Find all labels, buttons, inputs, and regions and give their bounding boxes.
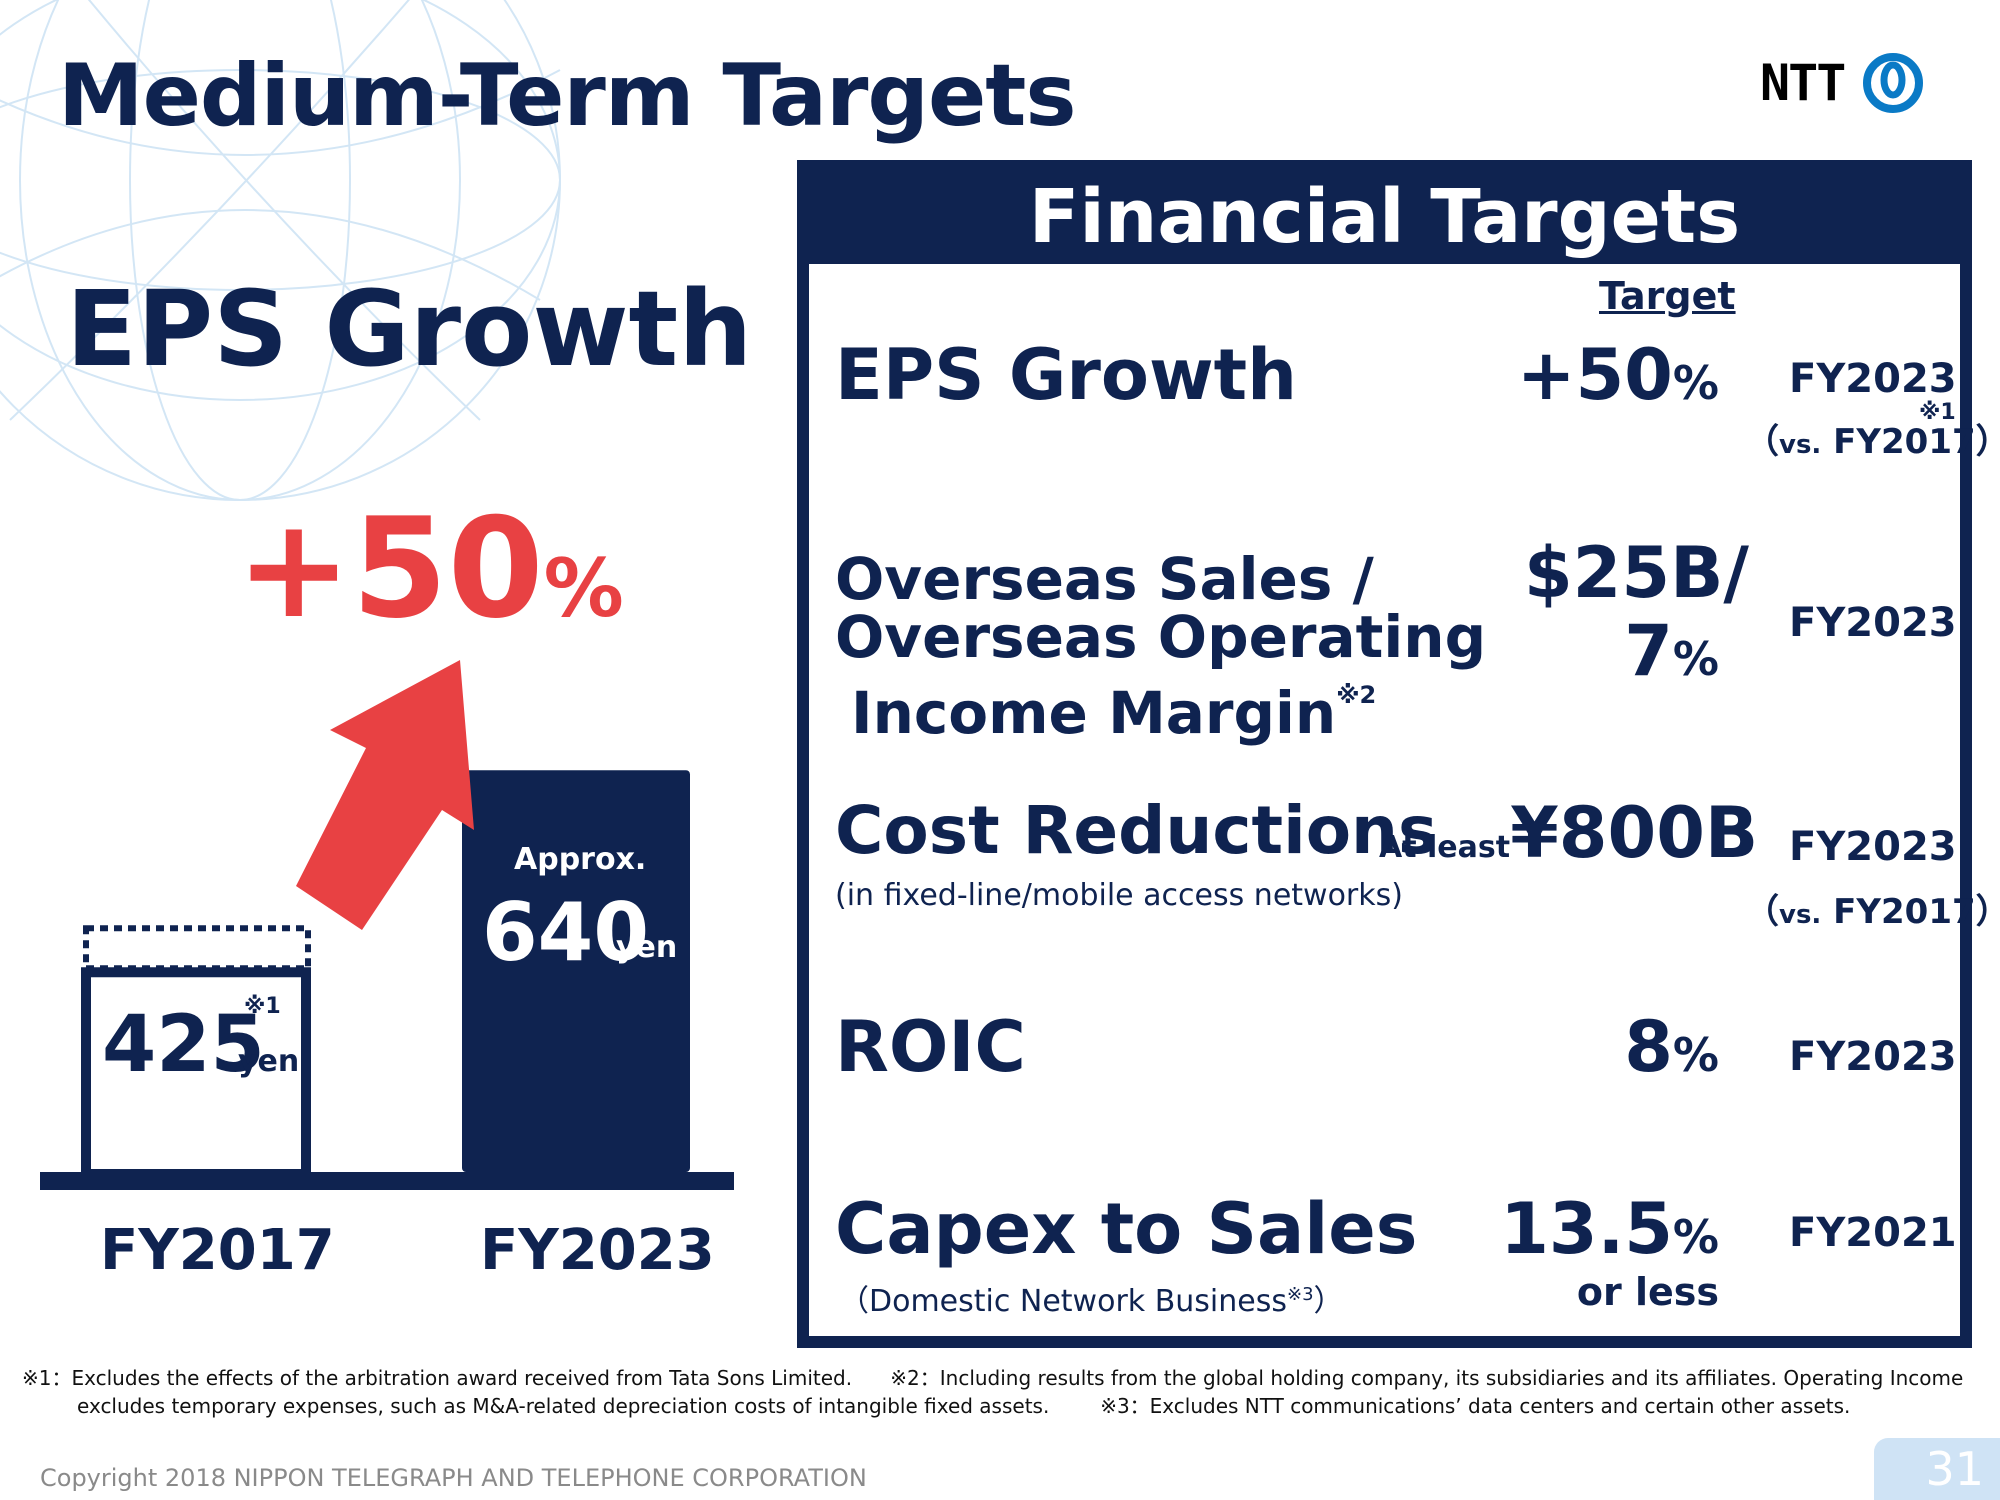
logo-text: NTT bbox=[1760, 54, 1846, 112]
row-overseas-label-line3: Income Margin bbox=[851, 679, 1337, 747]
footnote-2-cont: excludes temporary expenses, such as M&A… bbox=[77, 1394, 1050, 1418]
row-overseas-value-line2: 7% bbox=[1509, 610, 1719, 692]
row-eps-vs-year: FY2017 bbox=[1833, 422, 1976, 462]
row-capex-label: Capex to Sales bbox=[835, 1188, 1418, 1270]
bar-fy2023-value: 640 bbox=[482, 886, 649, 979]
row-cost-value: At least¥800B bbox=[1379, 792, 1758, 874]
row-roic-number: 8 bbox=[1624, 1006, 1673, 1088]
bar-fy2017 bbox=[81, 967, 311, 1179]
row-eps-number: +50 bbox=[1516, 334, 1673, 416]
row-capex-year: FY2021 bbox=[1789, 1210, 1957, 1256]
row-roic-year: FY2023 bbox=[1789, 1034, 1957, 1080]
footnote-1: ※1：Excludes the effects of the arbitrati… bbox=[22, 1366, 853, 1390]
row-capex-sublabel-text: （Domestic Network Business bbox=[839, 1284, 1287, 1319]
row-overseas-number: 7 bbox=[1624, 610, 1673, 692]
row-overseas-year: FY2023 bbox=[1789, 600, 1957, 646]
bar-fy2023-ghost-outline bbox=[83, 925, 311, 972]
row-cost-vs-year: FY2017 bbox=[1833, 892, 1976, 932]
footnote-2: ※2：Including results from the global hol… bbox=[890, 1366, 1964, 1390]
row-roic-value: 8% bbox=[1499, 1006, 1719, 1088]
financial-targets-panel: Financial Targets Target EPS Growth +50%… bbox=[797, 160, 2000, 1348]
page-number-badge: 31 bbox=[1874, 1438, 2000, 1500]
row-eps-year: FY2023 bbox=[1789, 356, 1957, 402]
page-title: Medium-Term Targets bbox=[58, 46, 1077, 146]
footnote-line-2: excludes temporary expenses, such as M&A… bbox=[22, 1392, 1982, 1420]
row-cost-label: Cost Reductions bbox=[835, 792, 1438, 869]
growth-arrow-icon bbox=[296, 660, 474, 930]
row-roic-label: ROIC bbox=[835, 1006, 1026, 1088]
financial-targets-body: Target EPS Growth +50% FY2023 ※1 （vs. FY… bbox=[809, 264, 2000, 1336]
globe-background-icon bbox=[0, 0, 561, 501]
bar-fy2017-note: ※1 bbox=[244, 994, 281, 1019]
bar-fy2023-prefix: Approx. bbox=[514, 842, 647, 877]
growth-number: +50 bbox=[236, 488, 544, 649]
row-cost-year: FY2023 bbox=[1789, 824, 1957, 870]
bar-fy2017-unit: yen bbox=[238, 1044, 300, 1079]
ntt-logo: NTT bbox=[1760, 52, 1924, 114]
row-cost-number: ¥800B bbox=[1510, 792, 1759, 874]
row-eps-vs-open: （ bbox=[1745, 422, 1779, 462]
row-eps-value: +50% bbox=[1499, 334, 1719, 416]
bar-fy2023 bbox=[462, 770, 690, 1172]
row-cost-vs-open: （ bbox=[1745, 892, 1779, 932]
row-cost-vs-small: vs. bbox=[1779, 900, 1822, 930]
row-eps-vs: （vs. FY2017） bbox=[1745, 414, 2000, 463]
row-capex-suffix: or less bbox=[1576, 1270, 1719, 1314]
row-capex-sublabel-close: ） bbox=[1313, 1284, 1344, 1319]
footnotes: ※1：Excludes the effects of the arbitrati… bbox=[22, 1364, 1982, 1420]
x-tick-fy2017: FY2017 bbox=[100, 1218, 335, 1283]
row-overseas-note: ※2 bbox=[1336, 681, 1377, 709]
row-overseas-label-line1: Overseas Sales / bbox=[835, 545, 1374, 613]
eps-bar-chart bbox=[40, 660, 734, 1190]
row-cost-vs: （vs. FY2017） bbox=[1745, 884, 2000, 933]
row-capex-note: ※3 bbox=[1286, 1284, 1314, 1305]
row-overseas-label-line2: Overseas Operating bbox=[835, 603, 1487, 671]
row-roic-unit: % bbox=[1672, 1028, 1719, 1082]
row-capex-unit: % bbox=[1672, 1210, 1719, 1264]
copyright: Copyright 2018 NIPPON TELEGRAPH AND TELE… bbox=[40, 1464, 867, 1492]
row-cost-prefix: At least bbox=[1379, 830, 1511, 865]
row-eps-label: EPS Growth bbox=[835, 334, 1297, 416]
row-overseas-label: Overseas Sales / Overseas Operating Inco… bbox=[835, 550, 1486, 742]
row-capex-sublabel: （Domestic Network Business※3） bbox=[839, 1276, 1344, 1320]
row-cost-vs-close: ） bbox=[1976, 892, 2000, 932]
row-capex-value: 13.5% bbox=[1449, 1188, 1719, 1270]
financial-targets-title: Financial Targets bbox=[1028, 174, 1741, 260]
row-overseas-unit: % bbox=[1672, 632, 1719, 686]
growth-unit: % bbox=[543, 542, 624, 635]
ntt-circle-logo-icon bbox=[1863, 53, 1924, 113]
row-cost-sublabel: (in fixed-line/mobile access networks) bbox=[835, 878, 1403, 913]
growth-callout: +50% bbox=[236, 488, 624, 649]
eps-growth-heading: EPS Growth bbox=[66, 268, 753, 390]
row-eps-unit: % bbox=[1672, 356, 1719, 410]
page-number: 31 bbox=[1925, 1442, 1984, 1496]
footnote-line-1: ※1：Excludes the effects of the arbitrati… bbox=[22, 1364, 1982, 1392]
x-tick-fy2023: FY2023 bbox=[480, 1218, 715, 1283]
row-eps-note: ※1 bbox=[1919, 400, 1956, 425]
row-eps-vs-close: ） bbox=[1976, 422, 2000, 462]
bar-fy2017-value: 425 bbox=[102, 1000, 265, 1090]
row-overseas-value-line1: $25B/ bbox=[1523, 532, 1749, 614]
target-column-header: Target bbox=[1599, 274, 1736, 318]
row-capex-number: 13.5 bbox=[1500, 1188, 1673, 1270]
row-overseas-label-line3-wrap: Income Margin※2 bbox=[835, 666, 1486, 742]
bar-fy2023-unit: yen bbox=[616, 930, 678, 965]
row-eps-vs-small: vs. bbox=[1779, 430, 1822, 460]
footnote-3: ※3：Excludes NTT communications’ data cen… bbox=[1100, 1394, 1851, 1418]
